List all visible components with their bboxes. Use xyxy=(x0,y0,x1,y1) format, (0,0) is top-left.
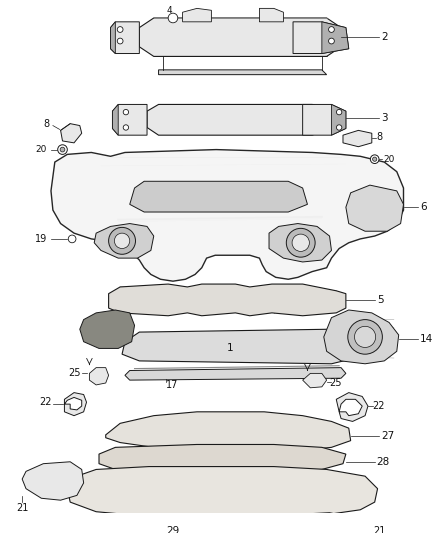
Text: 25: 25 xyxy=(68,368,80,378)
Text: 8: 8 xyxy=(377,132,383,142)
Polygon shape xyxy=(110,22,139,53)
Text: 2: 2 xyxy=(381,32,388,42)
Text: 20: 20 xyxy=(383,155,395,164)
Polygon shape xyxy=(113,104,118,135)
Polygon shape xyxy=(60,124,82,143)
Polygon shape xyxy=(99,445,346,471)
Polygon shape xyxy=(64,393,87,416)
Circle shape xyxy=(109,228,135,254)
Circle shape xyxy=(60,147,65,152)
Polygon shape xyxy=(332,104,346,135)
Circle shape xyxy=(354,326,376,348)
Polygon shape xyxy=(322,22,349,53)
Circle shape xyxy=(292,234,309,252)
Circle shape xyxy=(58,145,67,155)
Circle shape xyxy=(117,38,123,44)
Polygon shape xyxy=(110,22,115,53)
Text: 1: 1 xyxy=(227,343,234,353)
Text: 21: 21 xyxy=(373,526,385,533)
Circle shape xyxy=(328,27,334,33)
Text: 17: 17 xyxy=(166,380,179,390)
Circle shape xyxy=(123,125,129,130)
Polygon shape xyxy=(303,374,327,388)
Polygon shape xyxy=(259,9,283,22)
Polygon shape xyxy=(89,368,109,385)
Text: 21: 21 xyxy=(16,503,28,513)
Text: 27: 27 xyxy=(381,431,395,441)
Polygon shape xyxy=(336,393,368,422)
Circle shape xyxy=(114,233,130,248)
Text: 25: 25 xyxy=(329,378,342,388)
Text: 8: 8 xyxy=(43,119,49,128)
Polygon shape xyxy=(293,22,349,53)
Circle shape xyxy=(123,109,129,115)
Polygon shape xyxy=(109,284,346,316)
Text: 22: 22 xyxy=(39,397,51,407)
Polygon shape xyxy=(269,223,332,262)
Text: 28: 28 xyxy=(377,457,390,467)
Polygon shape xyxy=(343,131,372,147)
Circle shape xyxy=(286,228,315,257)
Polygon shape xyxy=(106,412,351,452)
Text: 4: 4 xyxy=(166,6,172,15)
Polygon shape xyxy=(159,70,327,75)
Polygon shape xyxy=(67,466,378,516)
Polygon shape xyxy=(139,18,341,56)
Polygon shape xyxy=(130,181,307,212)
Polygon shape xyxy=(122,329,358,364)
Text: 19: 19 xyxy=(35,234,47,244)
Polygon shape xyxy=(94,223,154,258)
Polygon shape xyxy=(346,185,403,231)
Circle shape xyxy=(348,320,382,354)
Text: 3: 3 xyxy=(381,113,388,123)
Polygon shape xyxy=(51,150,403,281)
Polygon shape xyxy=(80,310,134,349)
Circle shape xyxy=(336,109,342,115)
Text: 22: 22 xyxy=(372,401,384,411)
Text: 5: 5 xyxy=(378,295,384,305)
Polygon shape xyxy=(22,462,84,500)
Polygon shape xyxy=(192,496,259,512)
Polygon shape xyxy=(147,104,332,135)
Polygon shape xyxy=(324,310,399,364)
Polygon shape xyxy=(303,104,346,135)
Circle shape xyxy=(68,235,76,243)
Polygon shape xyxy=(125,368,346,380)
Circle shape xyxy=(371,155,379,164)
Polygon shape xyxy=(113,104,147,135)
Circle shape xyxy=(168,13,178,23)
Polygon shape xyxy=(183,9,212,22)
Circle shape xyxy=(373,157,377,161)
Circle shape xyxy=(117,27,123,33)
Circle shape xyxy=(328,38,334,44)
Polygon shape xyxy=(272,513,368,533)
Circle shape xyxy=(336,125,342,130)
Text: 14: 14 xyxy=(420,334,433,344)
Text: 20: 20 xyxy=(35,145,47,154)
Text: 6: 6 xyxy=(420,202,427,212)
Text: 29: 29 xyxy=(166,526,180,533)
